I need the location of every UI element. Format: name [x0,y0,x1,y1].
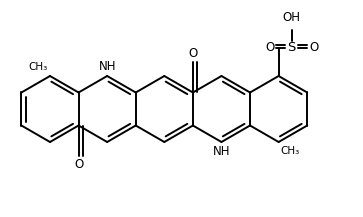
Text: O: O [74,158,83,171]
Text: O: O [265,41,274,54]
Text: NH: NH [98,60,116,73]
Text: O: O [309,41,318,54]
Text: O: O [188,48,197,61]
Text: CH₃: CH₃ [281,146,300,156]
Text: NH: NH [213,145,230,158]
Text: S: S [287,41,296,54]
Text: OH: OH [283,11,301,24]
Text: CH₃: CH₃ [29,62,48,72]
